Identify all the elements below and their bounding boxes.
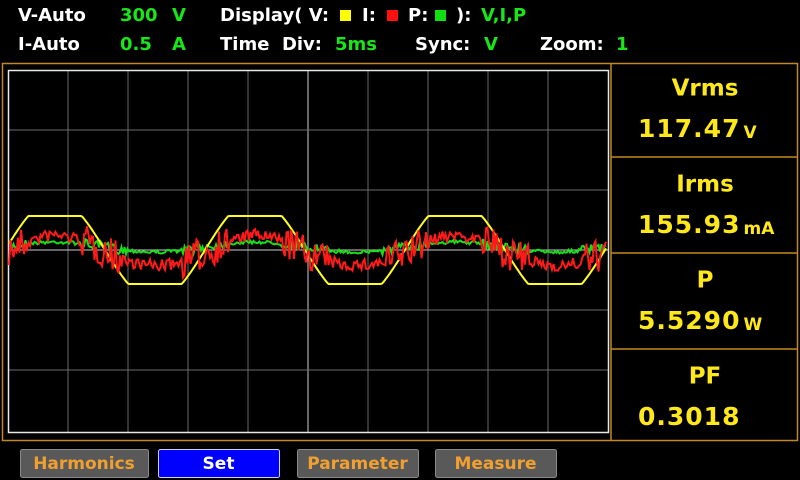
measure-value: 5.5290 [638,306,740,335]
display-close: ): [456,5,471,26]
measurement-panel: Vrms 117.47 V Irms 155.93 mA P 5.5290 W PF 0.3018 [638,76,775,432]
soft-key-label[interactable]: Measure [454,454,536,474]
soft-keys: Harmonics Set Parameter Measure [20,449,557,478]
measure-label: PF [689,364,722,390]
soft-key-label[interactable]: Set [203,454,235,474]
measure-unit: mA [743,219,775,239]
v-color-swatch [340,10,351,21]
v-range-label: V-Auto [18,5,86,26]
display-label: Display( V: [220,5,329,26]
soft-key[interactable] [158,449,280,478]
soft-key[interactable] [20,449,149,478]
measure-unit: W [743,315,762,335]
sync-value: V [484,34,498,55]
measure-value: 0.3018 [638,402,740,431]
time-div-value: 5ms [335,34,377,55]
soft-key-label[interactable]: Parameter [307,454,408,474]
display-i-label: I: [362,5,376,26]
i-range-label: I-Auto [18,34,80,55]
i-range-unit: A [172,34,186,55]
sync-label: Sync: [415,34,470,55]
soft-key[interactable] [435,449,557,478]
soft-key[interactable] [297,449,419,478]
measure-label: Irms [676,172,734,198]
measure-label: Vrms [672,76,739,102]
zoom-label: Zoom: [540,34,604,55]
measure-value: 117.47 [638,114,740,143]
v-range-unit: V [172,5,186,26]
outer-frame [1,62,799,442]
measure-label: P [697,268,714,294]
p-color-swatch [435,10,446,21]
current-trace [8,226,607,281]
measure-value: 155.93 [638,210,740,239]
display-p-label: P: [408,5,428,26]
display-value: V,I,P [481,5,526,26]
waveforms [8,215,607,285]
v-range-value: 300 [120,5,158,26]
scope-border [7,69,610,434]
time-div-label: Time Div: [220,34,322,55]
i-range-value: 0.5 [120,34,152,55]
zoom-value: 1 [616,34,629,55]
i-color-swatch [387,10,398,21]
soft-key-label[interactable]: Harmonics [33,454,135,474]
measure-unit: V [743,123,757,143]
